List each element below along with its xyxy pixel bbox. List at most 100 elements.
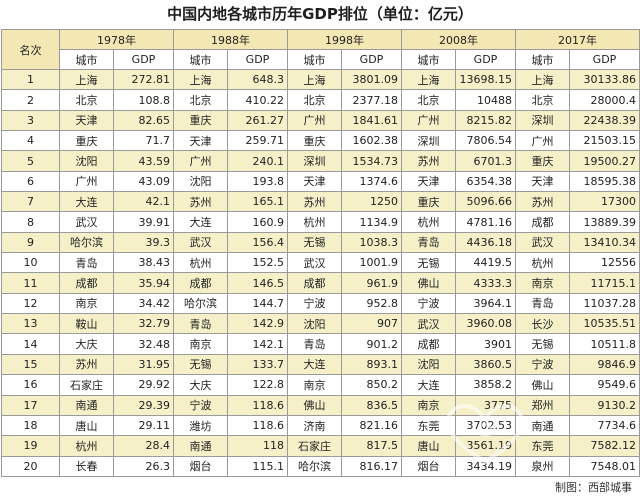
rank-header: 名次 [1, 29, 60, 70]
city-cell: 唐山 [401, 435, 456, 457]
gdp-cell: 28.4 [113, 435, 174, 457]
city-cell: 沈阳 [173, 170, 228, 193]
gdp-cell: 901.2 [341, 333, 402, 355]
gdp-cell: 6701.3 [455, 150, 516, 172]
city-cell: 广州 [401, 109, 456, 132]
rank-cell: 15 [1, 353, 60, 376]
city-cell: 上海 [173, 68, 228, 91]
city-cell: 重庆 [59, 130, 114, 152]
gdp-cell: 142.1 [227, 333, 288, 355]
gdp-cell: 1134.9 [341, 211, 402, 233]
gdp-cell: 850.2 [341, 374, 402, 396]
city-cell: 杭州 [59, 435, 114, 457]
city-cell: 苏州 [287, 191, 342, 213]
gdp-cell: 7548.01 [569, 455, 640, 478]
gdp-cell: 1250 [341, 191, 402, 213]
gdp-cell: 10535.51 [569, 313, 640, 335]
gdp-cell: 3801.09 [341, 68, 402, 91]
gdp-cell: 1374.6 [341, 170, 402, 193]
city-cell: 石家庄 [59, 374, 114, 396]
gdp-cell: 3702.53 [455, 414, 516, 437]
city-cell: 济南 [287, 414, 342, 437]
gdp-cell: 7582.12 [569, 435, 640, 457]
gdp-cell: 22438.39 [569, 109, 640, 132]
city-cell: 石家庄 [287, 435, 342, 457]
city-column-header: 城市 [287, 49, 342, 70]
city-cell: 天津 [59, 109, 114, 132]
gdp-cell: 5096.66 [455, 191, 516, 213]
table-row: 12 南京 34.42 哈尔滨 144.7 宁波 952.8 宁波 3964.1 青岛 11037.… [1, 292, 640, 315]
city-cell: 无锡 [287, 231, 342, 254]
table-row: 15 苏州 31.95 无锡 133.7 大连 893.1 沈阳 3860.5 宁波 9846.9 [1, 353, 640, 376]
gdp-cell: 71.7 [113, 130, 174, 152]
gdp-column-header: GDP [227, 49, 288, 70]
city-cell: 南京 [515, 272, 570, 294]
gdp-cell: 28000.4 [569, 89, 640, 111]
city-column-header: 城市 [515, 49, 570, 70]
city-cell: 大连 [59, 191, 114, 213]
city-cell: 重庆 [515, 150, 570, 172]
gdp-cell: 32.79 [113, 313, 174, 335]
city-cell: 成都 [59, 272, 114, 294]
city-cell: 苏州 [401, 150, 456, 172]
city-cell: 苏州 [59, 353, 114, 376]
gdp-cell: 118.6 [227, 414, 288, 437]
rank-cell: 18 [1, 414, 60, 437]
table-row: 10 青岛 38.43 杭州 152.5 武汉 1001.9 无锡 4419.5 杭州 12556 [1, 252, 640, 274]
rank-cell: 3 [1, 109, 60, 132]
gdp-cell: 152.5 [227, 252, 288, 274]
city-column-header: 城市 [173, 49, 228, 70]
gdp-cell: 133.7 [227, 353, 288, 376]
gdp-column-header: GDP [569, 49, 640, 70]
city-cell: 重庆 [401, 191, 456, 213]
city-cell: 青岛 [59, 252, 114, 274]
rank-cell: 16 [1, 374, 60, 396]
city-cell: 东莞 [515, 435, 570, 457]
city-cell: 唐山 [59, 414, 114, 437]
city-cell: 佛山 [287, 394, 342, 416]
gdp-cell: 2377.18 [341, 89, 402, 111]
city-cell: 杭州 [287, 211, 342, 233]
gdp-cell: 816.17 [341, 455, 402, 478]
rank-cell: 14 [1, 333, 60, 355]
table-row: 13 鞍山 32.79 青岛 142.9 沈阳 907 武汉 3960.08 长沙 10535.51 [1, 313, 640, 335]
gdp-cell: 821.16 [341, 414, 402, 437]
table-row: 3 天津 82.65 重庆 261.27 广州 1841.61 广州 8215.82 深圳 2243… [1, 109, 640, 132]
city-cell: 青岛 [515, 292, 570, 315]
city-cell: 青岛 [287, 333, 342, 355]
table-row: 19 杭州 28.4 南通 118 石家庄 817.5 唐山 3561.19 东莞 7582.12 [1, 435, 640, 457]
city-cell: 天津 [287, 170, 342, 193]
gdp-cell: 43.09 [113, 170, 174, 193]
gdp-cell: 272.81 [113, 68, 174, 91]
city-cell: 南通 [59, 394, 114, 416]
gdp-cell: 4333.3 [455, 272, 516, 294]
city-cell: 大庆 [59, 333, 114, 355]
city-cell: 大庆 [173, 374, 228, 396]
gdp-cell: 122.8 [227, 374, 288, 396]
city-cell: 北京 [287, 89, 342, 111]
city-cell: 杭州 [401, 211, 456, 233]
city-cell: 天津 [173, 130, 228, 152]
city-cell: 北京 [59, 89, 114, 111]
city-cell: 沈阳 [401, 353, 456, 376]
city-cell: 广州 [287, 109, 342, 132]
gdp-cell: 43.59 [113, 150, 174, 172]
gdp-cell: 1534.73 [341, 150, 402, 172]
rank-cell: 8 [1, 211, 60, 233]
gdp-cell: 9846.9 [569, 353, 640, 376]
city-cell: 哈尔滨 [59, 231, 114, 254]
city-cell: 南通 [515, 414, 570, 437]
city-cell: 杭州 [515, 252, 570, 274]
gdp-column-header: GDP [341, 49, 402, 70]
city-cell: 泉州 [515, 455, 570, 478]
rank-cell: 4 [1, 130, 60, 152]
city-cell: 北京 [173, 89, 228, 111]
gdp-cell: 29.11 [113, 414, 174, 437]
gdp-cell: 4781.16 [455, 211, 516, 233]
year-header: 1988年 [173, 29, 288, 50]
city-cell: 佛山 [515, 374, 570, 396]
city-cell: 广州 [515, 130, 570, 152]
city-cell: 北京 [515, 89, 570, 111]
gdp-cell: 3561.19 [455, 435, 516, 457]
city-cell: 天津 [515, 170, 570, 193]
